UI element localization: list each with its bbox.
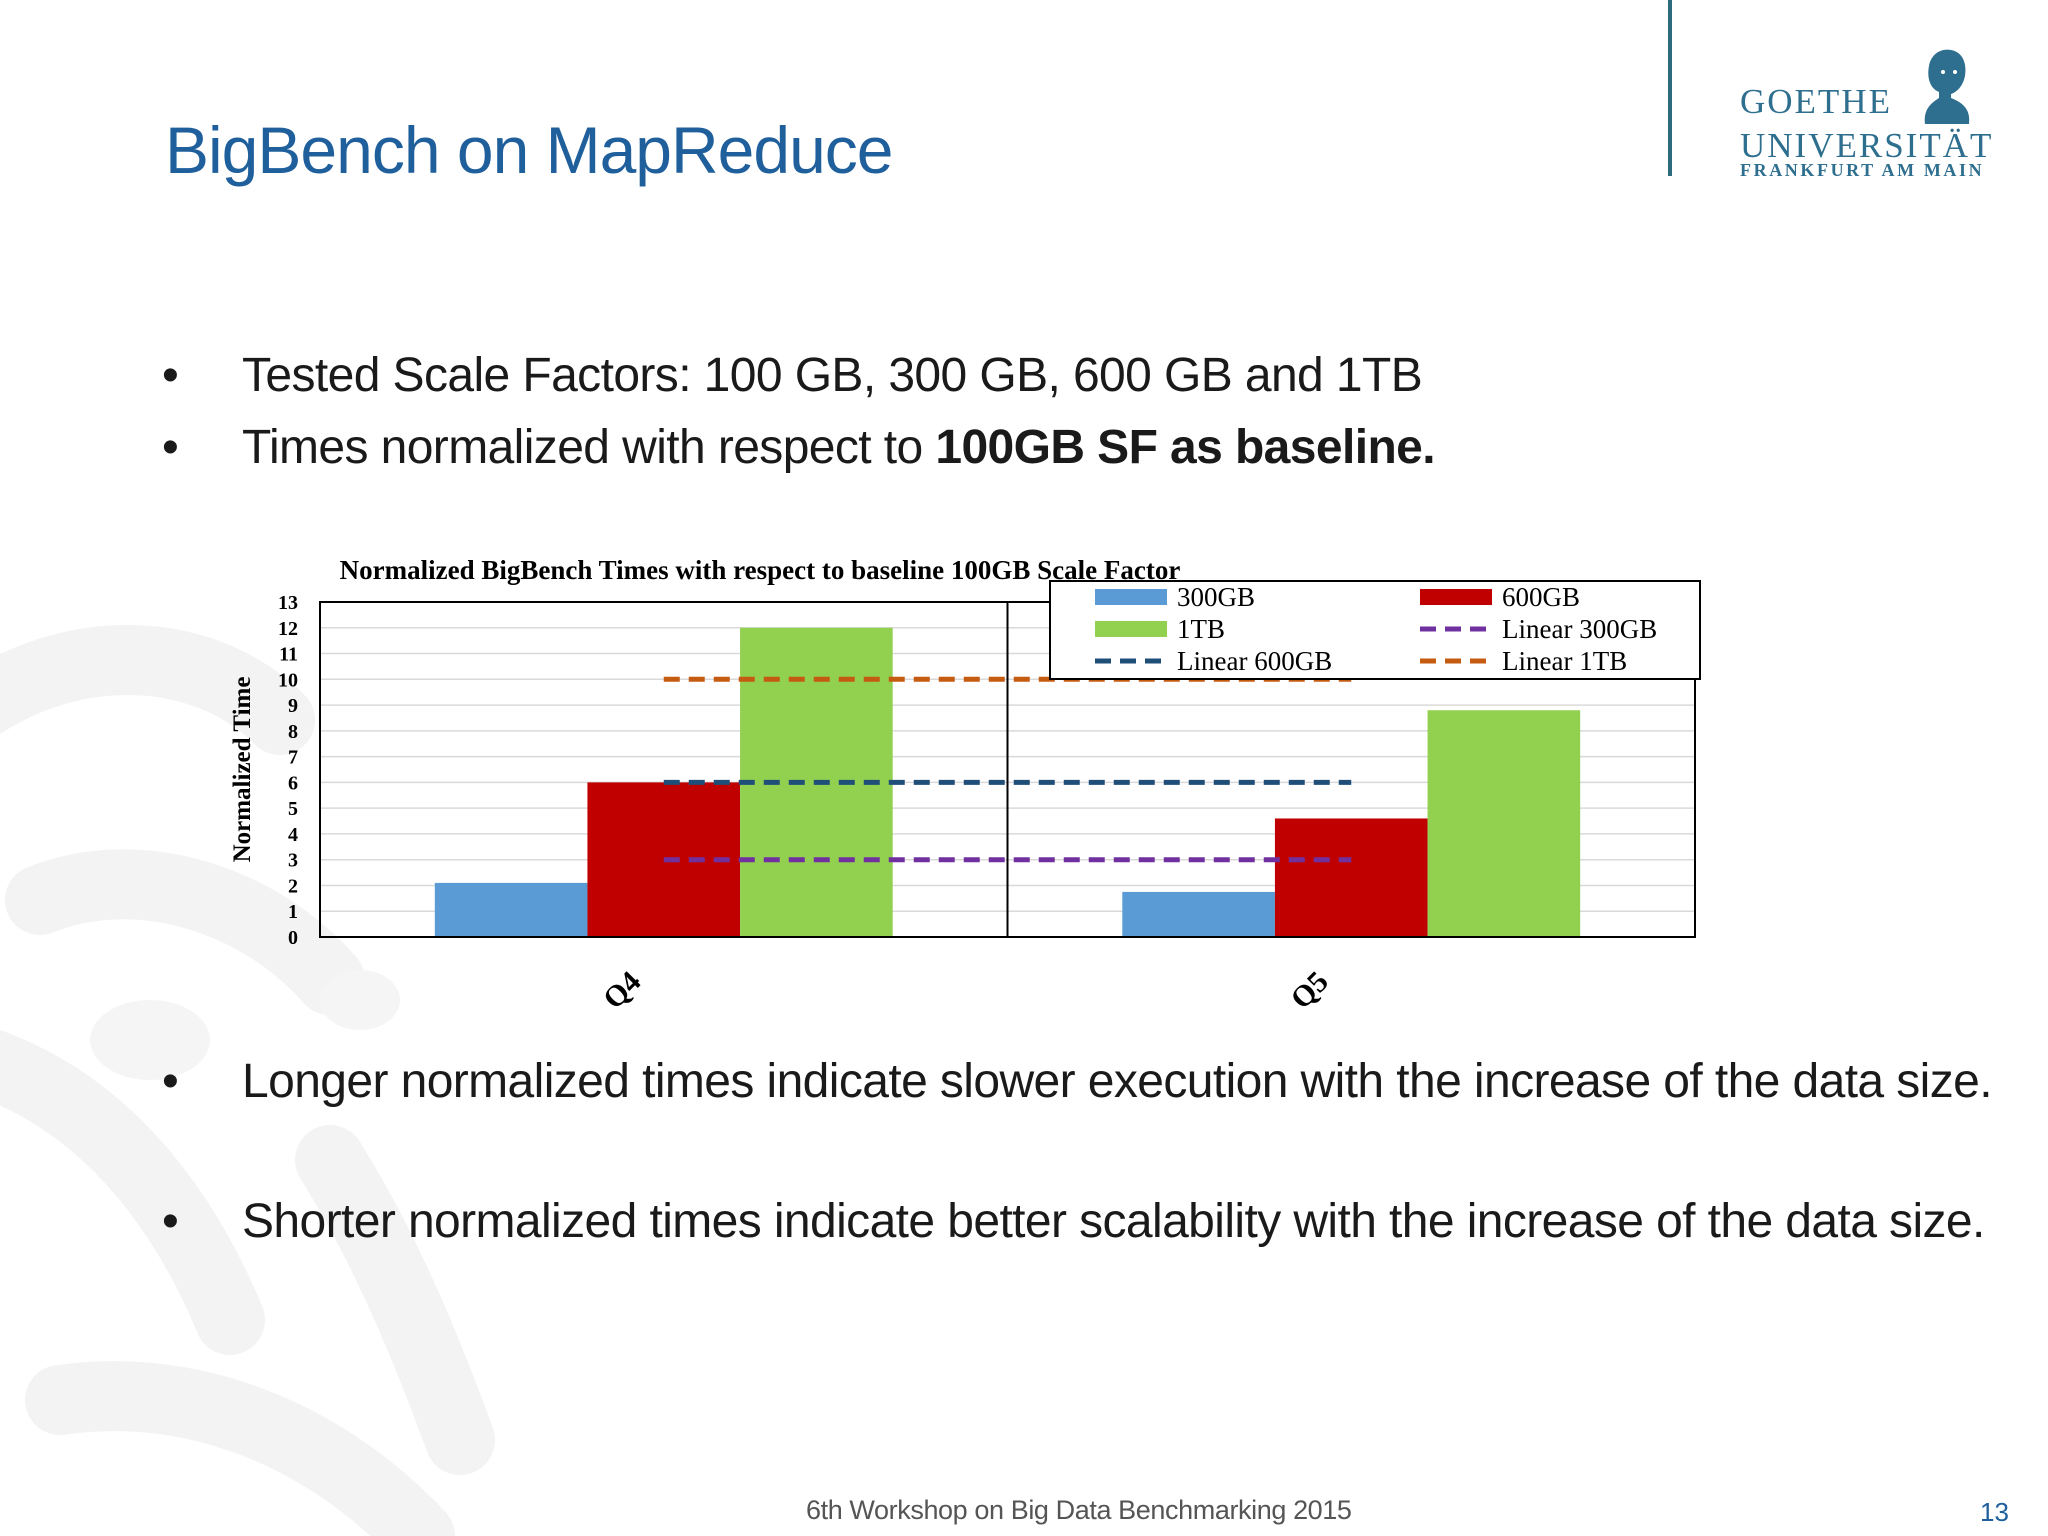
legend-swatch xyxy=(1095,621,1167,637)
bar-chart: Normalized BigBench Times with respect t… xyxy=(229,555,1701,1015)
y-axis-label: Normalized Time xyxy=(229,677,256,863)
plot-border xyxy=(319,601,1696,938)
y-tick-label: 11 xyxy=(279,644,298,666)
university-logo: GOETHE UNIVERSITÄT FRANKFURT AM MAIN xyxy=(1740,48,1994,184)
logo-line-goethe: GOETHE xyxy=(1740,82,1892,121)
legend-label: 300GB xyxy=(1177,582,1255,612)
page-number: 13 xyxy=(1980,1497,2009,1527)
y-tick-label: 1 xyxy=(288,901,298,923)
bar-300gb-q4 xyxy=(434,882,588,937)
y-tick-label: 7 xyxy=(288,747,298,769)
bullet-text: Times normalized with respect to xyxy=(242,421,936,474)
y-tick-label: 5 xyxy=(288,798,298,820)
legend-label: 600GB xyxy=(1502,582,1580,612)
y-tick-label: 2 xyxy=(288,875,298,897)
bullet-item: Shorter normalized times indicate better… xyxy=(160,1194,1992,1334)
bullet-list-top: Tested Scale Factors: 100 GB, 300 GB, 60… xyxy=(160,348,1436,492)
bullet-text: Shorter normalized times indicate better… xyxy=(242,1195,1985,1248)
bullet-item: Tested Scale Factors: 100 GB, 300 GB, 60… xyxy=(160,348,1435,420)
bullet-item: Longer normalized times indicate slower … xyxy=(160,1054,1993,1194)
footer-text: 6th Workshop on Big Data Benchmarking 20… xyxy=(806,1495,1352,1525)
y-tick-label: 13 xyxy=(278,592,298,614)
logo-line-universitaet: UNIVERSITÄT xyxy=(1740,126,1994,165)
legend-label: 1TB xyxy=(1177,614,1225,644)
y-tick-label: 6 xyxy=(288,772,298,794)
bullet-item: Times normalized with respect to 100GB S… xyxy=(160,420,1436,492)
legend-label: Linear 1TB xyxy=(1502,646,1627,676)
bullet-text: Longer normalized times indicate slower … xyxy=(242,1055,1993,1108)
x-tick-label-q5: Q5 xyxy=(1284,965,1334,1015)
bar-600gb-q5 xyxy=(1274,818,1428,937)
chart-title: Normalized BigBench Times with respect t… xyxy=(340,555,1181,585)
legend-swatch xyxy=(1420,589,1492,605)
slide-title: BigBench on MapReduce xyxy=(165,113,893,187)
logo-line-city: FRANKFURT AM MAIN xyxy=(1740,160,1985,180)
bullet-text: Tested Scale Factors: 100 GB, 300 GB, 60… xyxy=(242,349,1423,402)
bar-300gb-q5 xyxy=(1122,891,1275,937)
goethe-bust-icon xyxy=(1924,49,1970,124)
legend-label: Linear 300GB xyxy=(1502,614,1657,644)
y-tick-label: 9 xyxy=(288,695,298,717)
bullet-bold-text: 100GB SF as baseline. xyxy=(935,421,1435,474)
x-tick-label-q4: Q4 xyxy=(597,965,647,1015)
y-tick-label: 12 xyxy=(278,618,298,640)
y-tick-label: 3 xyxy=(288,850,298,872)
legend-swatch xyxy=(1095,589,1167,605)
y-tick-label: 8 xyxy=(288,721,298,743)
header-divider xyxy=(1668,0,1672,176)
legend-label: Linear 600GB xyxy=(1177,646,1332,676)
y-tick-label: 4 xyxy=(288,824,298,846)
y-tick-label: 0 xyxy=(288,927,298,949)
bullet-list-bottom: Longer normalized times indicate slower … xyxy=(160,1054,1993,1334)
bar-1tb-q5 xyxy=(1427,710,1581,937)
y-tick-label: 10 xyxy=(278,669,298,691)
